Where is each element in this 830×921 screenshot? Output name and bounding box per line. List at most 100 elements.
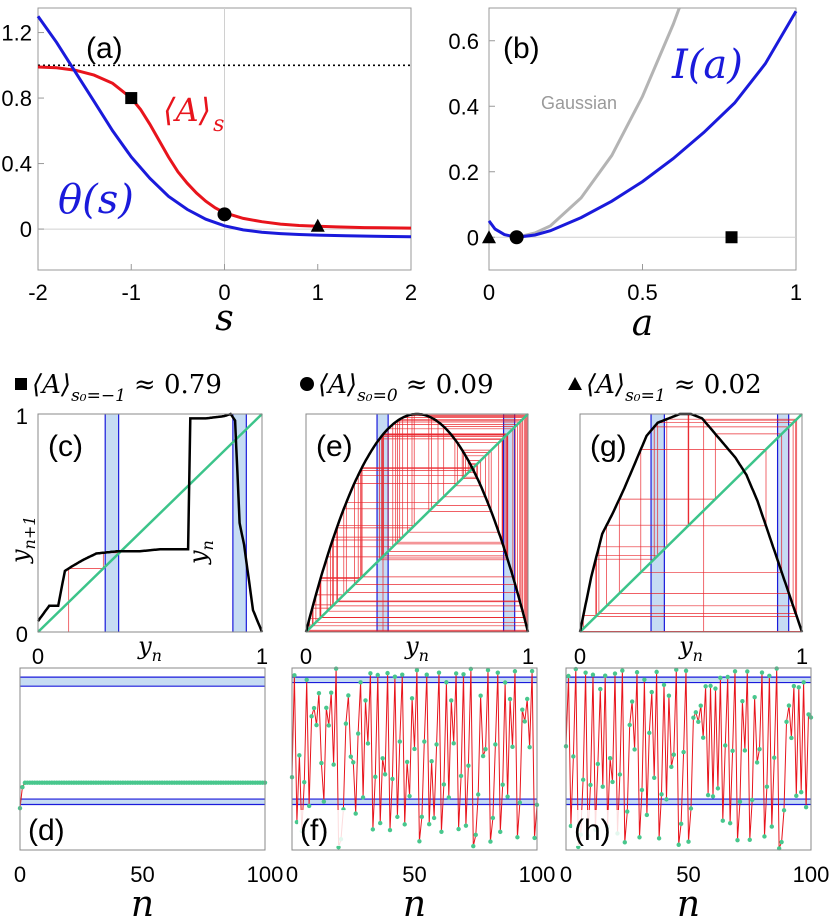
trajectory-point — [580, 777, 586, 782]
trajectory-point — [590, 672, 596, 677]
trajectory-point — [483, 746, 488, 752]
square-marker — [725, 231, 738, 244]
trajectory-point — [629, 699, 635, 704]
trajectory-point — [321, 799, 327, 804]
trajectory-point — [500, 782, 505, 787]
trajectory-point — [781, 808, 787, 813]
trajectory-point — [355, 731, 361, 736]
panel-label: (e) — [316, 430, 353, 463]
trajectory-point — [725, 674, 730, 680]
x-tick-label: 0 — [32, 644, 44, 669]
trajectory-point — [485, 667, 491, 673]
x-tick-label: 1 — [312, 280, 324, 305]
plot-frame — [305, 413, 529, 633]
trajectory-point — [461, 672, 466, 677]
panel-label-b: (b) — [503, 32, 540, 65]
rate-function-curve — [487, 10, 798, 239]
trajectory-point — [512, 669, 518, 674]
theta-label: θ(s) — [58, 177, 134, 223]
identity-diagonal — [579, 413, 803, 633]
trajectory-point — [370, 827, 376, 832]
trajectory-point — [351, 760, 356, 765]
trajectory-point — [649, 689, 654, 695]
x-tick-label: 2 — [405, 280, 417, 305]
trajectory-point — [769, 824, 774, 829]
interval-band — [20, 799, 265, 805]
trajectory-point — [297, 753, 302, 758]
trajectory-point — [654, 669, 659, 675]
trajectory-point — [333, 666, 339, 671]
label-backdrop — [572, 810, 620, 846]
gaussian-label: Gaussian — [541, 93, 617, 113]
trajectory-point — [710, 794, 716, 799]
plot-frame — [579, 413, 803, 633]
trajectory-point — [407, 793, 412, 799]
x-tick-label: 1 — [790, 280, 802, 305]
x-axis-subscript: n — [419, 646, 429, 665]
triangle-marker — [310, 218, 325, 232]
map-panel-g: (g) 0 1 yn — [574, 412, 808, 669]
trajectory-point — [622, 840, 627, 845]
trajectory-point — [466, 763, 471, 768]
trajectory-point — [683, 668, 689, 673]
trajectory-point — [471, 843, 476, 849]
caption-mean: ⟨A⟩ — [318, 370, 357, 400]
trajectory-point — [789, 735, 794, 741]
series-panel-h: 0 50 100 (h) n — [560, 666, 829, 921]
caption-mean: ⟨A⟩ — [586, 370, 625, 400]
trajectory-point — [664, 797, 669, 802]
trajectory-point — [441, 782, 447, 787]
y-tick-label: 0 — [467, 225, 479, 250]
trajectory-point — [713, 686, 718, 691]
trajectory-point — [397, 739, 402, 744]
trajectory-point — [20, 785, 25, 790]
trajectory-point — [429, 759, 434, 764]
panel-label: (g) — [590, 430, 627, 463]
caption-text: ⟨A⟩s₀=−1 ≈ 0.79 — [32, 370, 222, 406]
trajectory-point — [468, 666, 474, 672]
trajectory-point — [404, 759, 410, 765]
trajectory-point — [639, 787, 645, 793]
trajectory-point — [392, 674, 398, 679]
trajectory-point — [451, 741, 456, 746]
y-tick-label: 1.2 — [1, 21, 32, 46]
trajectory-point — [705, 792, 711, 798]
trajectory-point — [446, 795, 451, 800]
trajectory-point — [644, 812, 650, 818]
trajectory-point — [294, 819, 300, 825]
interval-band — [105, 414, 119, 632]
plot-frame — [19, 667, 266, 851]
trajectory-point — [409, 696, 415, 701]
caption-subscript: s₀=1 — [625, 386, 666, 406]
map-panel-e: (e) 0 1 yn — [300, 412, 534, 669]
trajectory-point — [434, 742, 439, 747]
trajectory-point — [634, 670, 640, 675]
x-axis-subscript: n — [693, 646, 703, 665]
trajectory-point — [715, 786, 721, 791]
interval-band — [566, 677, 811, 683]
trajectory-point — [681, 749, 686, 755]
caption-subscript: s₀=−1 — [71, 386, 126, 406]
trajectory-point — [676, 842, 681, 847]
y-tick-label: 0 — [20, 217, 32, 242]
trajectory-point — [723, 743, 728, 748]
trajectory-point — [498, 829, 503, 835]
label-backdrop — [26, 810, 74, 846]
trajectory-point — [745, 669, 750, 674]
plot-frame — [565, 667, 812, 851]
trajectory-point — [595, 761, 601, 767]
trajectory-point — [319, 760, 324, 766]
x-tick-label: 0 — [300, 644, 312, 669]
trajectory-point — [525, 696, 530, 702]
panel-label: (h) — [574, 814, 611, 847]
panel-label: (c) — [48, 430, 83, 463]
y-axis-subscript: n+1 — [20, 516, 39, 550]
trajectory-point — [708, 683, 713, 689]
mean-A-label: ⟨A⟩s — [163, 91, 224, 137]
trajectory-point — [453, 671, 459, 676]
trajectory-point — [382, 772, 388, 777]
circle-marker — [509, 230, 524, 245]
trajectory-point — [740, 698, 745, 704]
trajectory-point — [493, 742, 498, 747]
trajectory-point — [439, 829, 444, 834]
